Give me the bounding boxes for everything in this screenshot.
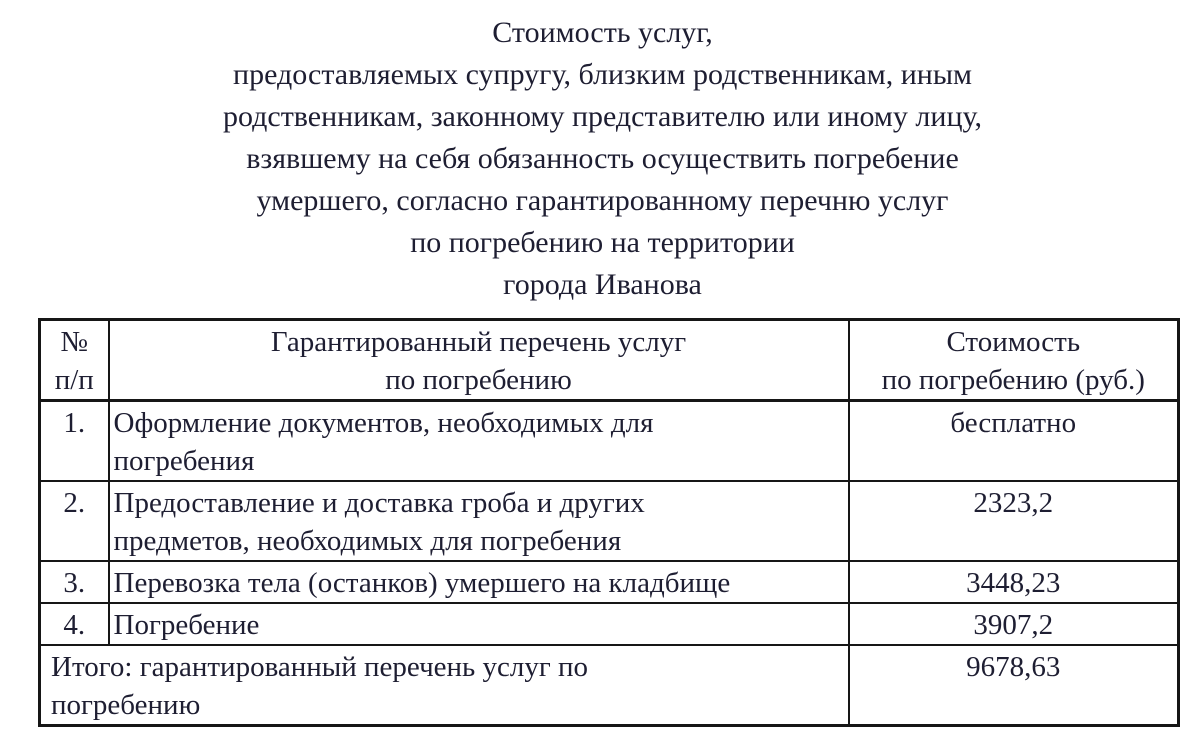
table-row-2: 2. Предоставление и доставка гроба и дру… (38, 480, 1180, 562)
header-cost-column: Стоимость по погребению (руб.) (847, 318, 1180, 402)
table-row-3: 3. Перевозка тела (останков) умершего на… (38, 560, 1180, 604)
row-4-number: 4. (38, 602, 110, 646)
document-title: Стоимость услуг, предоставляемых супругу… (30, 12, 1175, 306)
table-row-4: 4. Погребение 3907,2 (38, 602, 1180, 646)
row-2-service-line-2: предметов, необходимых для погребения (113, 525, 622, 557)
header-service-line-2: по погребению (385, 364, 572, 396)
row-4-cost: 3907,2 (847, 602, 1180, 646)
row-2-number: 2. (38, 480, 110, 562)
title-line-2: предоставляемых супругу, близким родстве… (233, 58, 972, 91)
total-label: Итого: гарантированный перечень услуг по… (38, 644, 850, 727)
table-row-1: 1. Оформление документов, необходимых дл… (38, 399, 1180, 482)
row-3-cost: 3448,23 (847, 560, 1180, 604)
row-1-cost: бесплатно (847, 399, 1180, 482)
row-4-service: Погребение (107, 602, 850, 646)
title-line-1: Стоимость услуг, (492, 16, 713, 49)
row-3-service-line-1: Перевозка тела (останков) умершего на кл… (113, 567, 731, 599)
row-2-cost: 2323,2 (847, 480, 1180, 562)
title-line-3: родственникам, законному представителю и… (222, 100, 982, 133)
services-cost-table: № п/п Гарантированный перечень услуг по … (38, 318, 1180, 727)
title-line-7: города Иванова (503, 268, 702, 301)
header-cost-line-2: по погребению (руб.) (881, 364, 1145, 396)
total-label-line-1: Итого: гарантированный перечень услуг по (51, 651, 589, 683)
total-label-line-2: погребению (51, 689, 201, 721)
table-total-row: Итого: гарантированный перечень услуг по… (38, 644, 1180, 727)
title-line-5: умершего, согласно гарантированному пере… (256, 184, 949, 217)
header-service-line-1: Гарантированный перечень услуг (270, 326, 687, 358)
row-2-service: Предоставление и доставка гроба и других… (107, 480, 850, 562)
row-1-service-line-2: погребения (113, 445, 255, 477)
table-header-row: № п/п Гарантированный перечень услуг по … (38, 318, 1180, 402)
total-cost: 9678,63 (847, 644, 1180, 727)
header-number-column: № п/п (38, 318, 110, 402)
title-line-4: взявшему на себя обязанность осуществить… (246, 142, 959, 175)
header-service-column: Гарантированный перечень услуг по погреб… (107, 318, 850, 402)
header-number-line-1: № (60, 326, 89, 358)
header-cost-line-1: Стоимость (946, 326, 1081, 358)
header-number-line-2: п/п (54, 364, 94, 396)
row-3-service: Перевозка тела (останков) умершего на кл… (107, 560, 850, 604)
row-3-number: 3. (38, 560, 110, 604)
row-1-number: 1. (38, 399, 110, 482)
title-line-6: по погребению на территории (410, 226, 795, 259)
row-4-service-line-1: Погребение (113, 609, 260, 641)
row-1-service-line-1: Оформление документов, необходимых для (113, 407, 654, 439)
row-1-service: Оформление документов, необходимых для п… (107, 399, 850, 482)
row-2-service-line-1: Предоставление и доставка гроба и других (113, 487, 645, 519)
